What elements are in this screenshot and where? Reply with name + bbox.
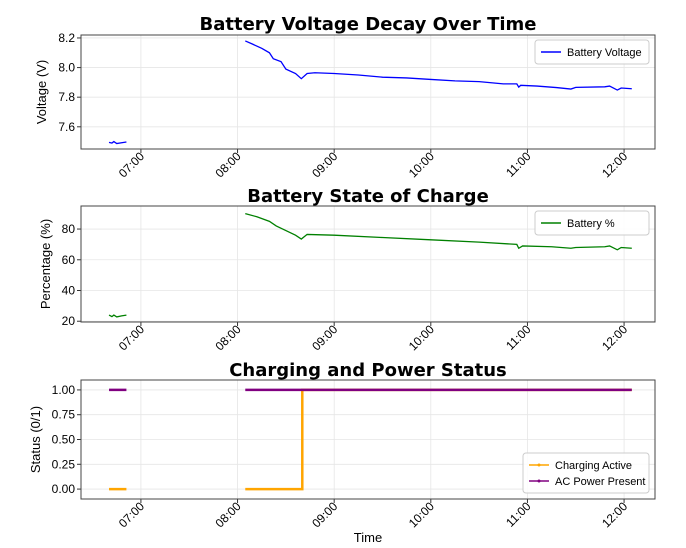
y-tick-label: 7.6: [58, 120, 75, 134]
series-line-battery-voltage-0: [108, 140, 127, 145]
y-tick-label: 40: [62, 284, 76, 298]
legend: Battery %: [534, 210, 650, 236]
x-tick-label: 08:00: [213, 499, 244, 530]
legend: Battery Voltage: [534, 39, 650, 65]
y-tick-label: 0.25: [52, 457, 76, 471]
subplot-2: Charging and Power Status 07:00 08:00 09:00…: [28, 360, 656, 545]
y-tick-label: 0.75: [52, 408, 76, 422]
x-tick-label: 08:00: [213, 322, 244, 353]
chart-title: Battery State of Charge: [247, 186, 489, 207]
x-tick-label: 11:00: [503, 149, 534, 180]
legend-label: Battery %: [567, 218, 615, 230]
y-tick-label: 20: [62, 314, 76, 328]
x-tick-label: 10:00: [406, 149, 437, 180]
legend-marker: [537, 463, 541, 467]
legend-box: [534, 210, 650, 236]
legend-marker: [537, 479, 541, 483]
x-tick-label: 12:00: [599, 499, 630, 530]
x-tick-label: 09:00: [309, 322, 340, 353]
y-tick-label: 7.8: [58, 90, 75, 104]
y-tick-label: 8.2: [58, 31, 75, 45]
plot-frame: [80, 34, 656, 150]
y-tick-label: 1.00: [52, 383, 76, 397]
x-axis-label: Time: [354, 530, 382, 544]
x-tick-label: 12:00: [599, 149, 630, 180]
x-tick-label: 07:00: [116, 149, 147, 180]
y-axis-label: Status (0/1): [28, 406, 43, 473]
x-tick-label: 12:00: [599, 322, 630, 353]
x-tick-label: 10:00: [406, 322, 437, 353]
x-tick-label: 07:00: [116, 322, 147, 353]
series-line-battery--0: [108, 314, 127, 318]
x-tick-label: 09:00: [309, 149, 340, 180]
x-tick-label: 11:00: [503, 322, 534, 353]
y-tick-label: 80: [62, 222, 76, 236]
x-tick-label: 11:00: [503, 499, 534, 530]
series-line-battery-voltage-1: [245, 40, 632, 91]
y-tick-label: 60: [62, 253, 76, 267]
chart-title: Battery Voltage Decay Over Time: [200, 14, 537, 35]
subplot-1: Battery State of Charge 07:00 08:00 09:00 10…: [38, 186, 656, 353]
x-tick-label: 09:00: [309, 499, 340, 530]
series-line-battery--1: [245, 213, 632, 251]
legend: Charging Active AC Power Present: [522, 452, 650, 494]
subplot-0: Battery Voltage Decay Over Time 07:00 08:0…: [34, 14, 656, 180]
plot-frame: [80, 379, 656, 500]
y-axis-label: Percentage (%): [38, 219, 53, 309]
x-tick-label: 10:00: [406, 499, 437, 530]
y-axis-label: Voltage (V): [34, 60, 49, 124]
legend-box: [534, 39, 650, 65]
plot-frame: [80, 205, 656, 323]
y-tick-label: 8.0: [58, 61, 75, 75]
chart-title: Charging and Power Status: [229, 360, 507, 381]
legend-label: AC Power Present: [555, 476, 645, 488]
legend-label: Battery Voltage: [567, 47, 642, 59]
x-tick-label: 07:00: [116, 499, 147, 530]
y-tick-label: 0.00: [52, 482, 76, 496]
x-tick-label: 08:00: [213, 149, 244, 180]
legend-box: [522, 452, 650, 494]
y-tick-label: 0.50: [52, 433, 76, 447]
legend-label: Charging Active: [555, 460, 632, 472]
